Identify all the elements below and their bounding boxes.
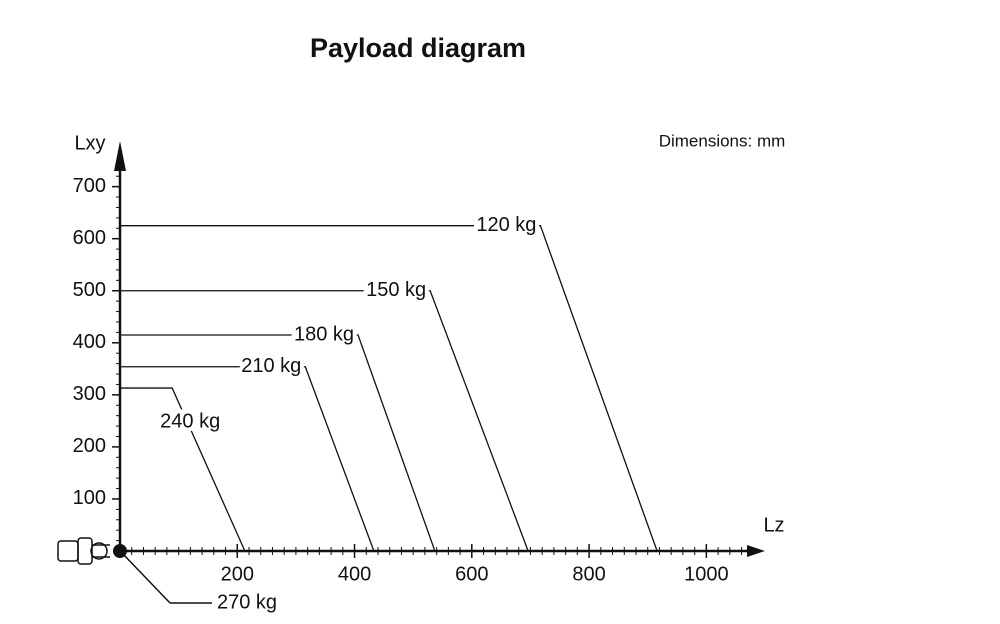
payload-curve xyxy=(120,290,529,552)
payload-curve xyxy=(120,387,246,552)
y-axis-label: Lxy xyxy=(74,132,105,154)
y-tick-label: 200 xyxy=(73,435,106,457)
y-tick-label: 400 xyxy=(73,331,106,353)
chart-title: Payload diagram xyxy=(310,33,526,63)
x-tick-label: 800 xyxy=(572,563,605,585)
payload-label: 240 kg xyxy=(160,410,220,432)
payload-label: 150 kg xyxy=(366,279,426,301)
x-tick-label: 1000 xyxy=(684,563,729,585)
x-tick-label: 200 xyxy=(221,563,254,585)
payload-label: 210 kg xyxy=(241,355,301,377)
origin-dot xyxy=(113,544,127,558)
y-tick-label: 300 xyxy=(73,383,106,405)
y-tick-label: 700 xyxy=(73,175,106,197)
payload-curve xyxy=(120,334,436,552)
payload-curve xyxy=(120,366,375,552)
x-axis-arrow xyxy=(747,545,765,557)
robot-flange-icon xyxy=(57,537,110,565)
payload-label: 120 kg xyxy=(476,214,536,236)
payload-curve xyxy=(120,225,658,552)
y-tick-label: 600 xyxy=(73,227,106,249)
y-tick-label: 100 xyxy=(73,487,106,509)
payload-label: 180 kg xyxy=(294,323,354,345)
units-note: Dimensions: mm xyxy=(659,131,786,150)
y-tick-label: 500 xyxy=(73,279,106,301)
origin-leader xyxy=(121,552,171,604)
x-tick-label: 400 xyxy=(338,563,371,585)
x-tick-label: 600 xyxy=(455,563,488,585)
origin-label: 270 kg xyxy=(217,591,277,613)
y-axis-arrow xyxy=(114,141,126,171)
x-axis-label: Lz xyxy=(763,514,784,536)
